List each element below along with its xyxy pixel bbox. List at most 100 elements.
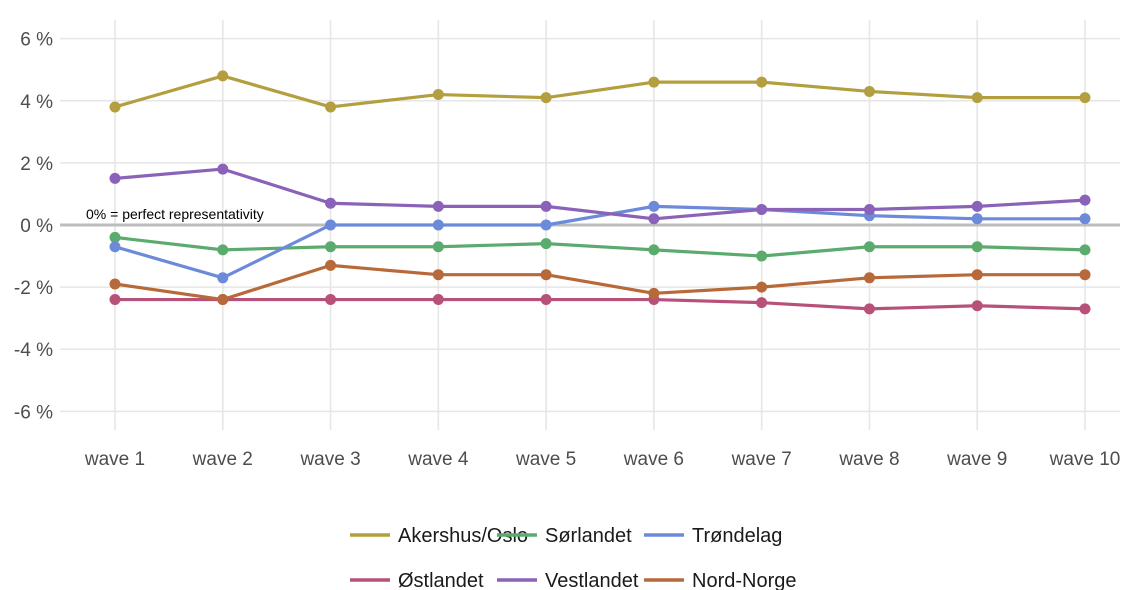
data-point <box>648 213 660 225</box>
data-point <box>217 70 229 82</box>
data-point <box>971 241 983 253</box>
data-point <box>540 92 552 104</box>
data-point <box>540 269 552 281</box>
legend-label: Østlandet <box>398 570 484 590</box>
legend: Akershus/Oslo Sørlandet Trøndelag Østlandet… <box>350 525 796 590</box>
data-point <box>109 278 121 290</box>
data-point <box>648 200 660 212</box>
data-point <box>648 287 660 299</box>
data-point <box>863 85 875 97</box>
data-point <box>1079 244 1091 256</box>
legend-item: Nord-Norge <box>644 570 796 590</box>
data-point <box>432 219 444 231</box>
data-point <box>432 89 444 101</box>
x-tick-label: wave 10 <box>1049 449 1121 470</box>
data-point <box>863 241 875 253</box>
data-point <box>971 300 983 312</box>
data-point <box>863 272 875 284</box>
legend-label: Sørlandet <box>545 525 632 547</box>
data-point <box>540 294 552 306</box>
x-tick-label: wave 6 <box>623 449 684 470</box>
legend-item: Sørlandet <box>497 525 632 547</box>
data-point <box>109 241 121 253</box>
series-line <box>115 297 1086 311</box>
series-line <box>114 235 1086 258</box>
series-line <box>114 74 1085 109</box>
series-line <box>114 263 1085 302</box>
data-point <box>971 213 983 225</box>
data-point <box>863 203 875 215</box>
data-point <box>109 231 121 243</box>
legend-label: Vestlandet <box>545 570 639 590</box>
y-tick-label: -6 % <box>14 402 53 423</box>
x-tick-label: wave 4 <box>407 449 469 470</box>
x-tick-label: wave 1 <box>84 449 145 470</box>
data-point <box>325 197 337 209</box>
series-sørlandet <box>109 231 1091 262</box>
data-point <box>540 238 552 250</box>
y-tick-label: 6 % <box>20 30 53 51</box>
data-point <box>1079 213 1091 225</box>
y-tick-label: 4 % <box>20 92 53 113</box>
data-point <box>325 219 337 231</box>
series-akershus-oslo <box>109 70 1091 113</box>
series-vestlandet <box>109 163 1091 225</box>
data-point <box>432 200 444 212</box>
legend-label: Nord-Norge <box>692 570 796 590</box>
data-point <box>432 294 444 306</box>
data-point <box>432 269 444 281</box>
data-point <box>540 200 552 212</box>
series-trøndelag <box>109 200 1091 284</box>
data-point <box>756 203 768 215</box>
y-tick-label: -4 % <box>14 340 53 361</box>
y-tick-label: -2 % <box>14 278 53 299</box>
data-point <box>325 101 337 113</box>
data-point <box>971 269 983 281</box>
x-tick-label: wave 2 <box>192 449 253 470</box>
series-line <box>114 204 1085 280</box>
data-point <box>648 76 660 88</box>
data-point <box>756 76 768 88</box>
series-nord-norge <box>109 259 1091 306</box>
data-point <box>109 172 121 184</box>
data-point <box>863 303 875 315</box>
data-point <box>648 244 660 256</box>
y-tick-label: 2 % <box>20 154 53 175</box>
legend-item: Akershus/Oslo <box>350 525 528 547</box>
data-point <box>432 241 444 253</box>
data-point <box>109 294 121 306</box>
x-tick-label: wave 9 <box>946 449 1007 470</box>
data-point <box>217 244 229 256</box>
data-point <box>109 101 121 113</box>
data-point <box>217 163 229 175</box>
legend-label: Akershus/Oslo <box>398 525 528 547</box>
data-point <box>756 281 768 293</box>
data-point <box>1079 303 1091 315</box>
x-axis: wave 1 wave 2 wave 3 wave 4 wave 5 wave 6 wave… <box>84 449 1120 470</box>
x-tick-label: wave 5 <box>515 449 576 470</box>
series-østlandet <box>109 294 1091 315</box>
data-point <box>325 294 337 306</box>
series-group <box>109 70 1091 315</box>
y-tick-label: 0 % <box>20 216 53 237</box>
x-tick-label: wave 8 <box>838 449 899 470</box>
data-point <box>217 294 229 306</box>
x-tick-label: wave 7 <box>731 449 792 470</box>
data-point <box>756 297 768 309</box>
series-line <box>114 167 1086 221</box>
x-tick-label: wave 3 <box>299 449 360 470</box>
reference-line-annotation: 0% = perfect representativity <box>86 206 264 222</box>
legend-item: Trøndelag <box>644 525 782 547</box>
data-point <box>971 200 983 212</box>
legend-label: Trøndelag <box>692 525 782 547</box>
data-point <box>325 259 337 271</box>
legend-item: Vestlandet <box>497 570 639 590</box>
data-point <box>217 272 229 284</box>
data-point <box>756 250 768 262</box>
data-point <box>1079 269 1091 281</box>
y-axis: -6 % -4 % -2 % 0 % 2 % 4 % 6 % <box>14 30 53 424</box>
data-point <box>1079 194 1091 206</box>
data-point <box>971 92 983 104</box>
data-point <box>540 219 552 231</box>
